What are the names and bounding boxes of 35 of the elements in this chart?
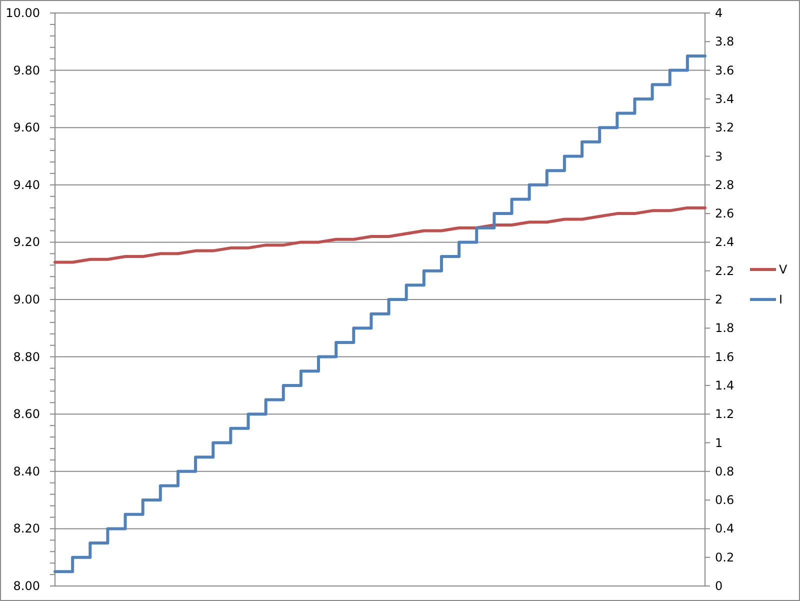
y2-tick-label: 1 — [715, 436, 723, 450]
y2-tick-label: 0.2 — [715, 550, 734, 564]
y-tick-label: 8.20 — [13, 522, 40, 536]
legend-label: I — [779, 292, 783, 306]
y2-tick-label: 0.4 — [715, 522, 734, 536]
y2-tick-label: 3.2 — [715, 120, 734, 135]
y-tick-label: 8.60 — [13, 407, 40, 422]
y2-tick-label: 2.8 — [715, 178, 734, 192]
y2-tick-label: 1.2 — [715, 407, 734, 422]
y-tick-label: 8.80 — [13, 350, 40, 364]
y2-tick-label: 3 — [715, 149, 723, 164]
y-tick-label: 9.40 — [13, 178, 40, 192]
y2-tick-label: 3.8 — [715, 34, 734, 49]
y2-tick-label: 3.4 — [715, 92, 734, 106]
y2-tick-label: 1.4 — [715, 378, 734, 392]
y2-tick-label: 1.6 — [715, 350, 734, 364]
y2-tick-label: 0.8 — [715, 464, 734, 478]
y-tick-label: 9.80 — [13, 63, 40, 78]
y-tick-label: 9.00 — [13, 292, 40, 306]
y-tick-label: 8.00 — [13, 579, 40, 593]
y-tick-label: 9.20 — [13, 235, 40, 250]
y2-tick-label: 0.6 — [715, 493, 734, 508]
y2-tick-label: 2.4 — [715, 235, 734, 250]
y2-tick-label: 2 — [715, 292, 723, 306]
y2-tick-label: 1.8 — [715, 321, 734, 336]
line-series — [54, 206, 706, 264]
y2-tick-label: 2.6 — [715, 206, 734, 221]
y2-tick-label: 2.2 — [715, 264, 734, 278]
y-tick-label: 9.60 — [13, 120, 40, 135]
y2-tick-label: 3.6 — [715, 63, 734, 78]
legend-label: V — [779, 262, 788, 276]
y2-tick-label: 0 — [715, 579, 723, 593]
y-tick-label: 10.00 — [6, 6, 40, 20]
y2-tick-label: 4 — [715, 6, 723, 20]
y-tick-label: 8.40 — [13, 464, 40, 478]
